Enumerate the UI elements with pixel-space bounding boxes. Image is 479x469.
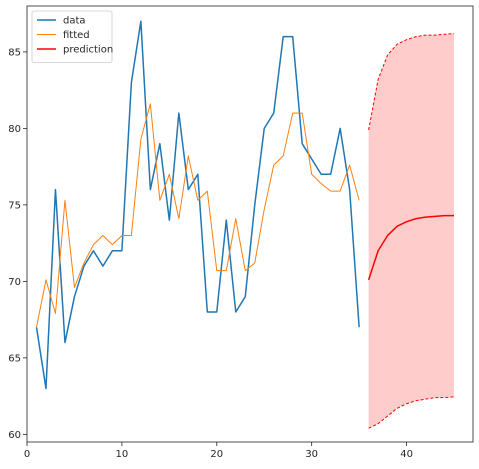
y-tick-label: 75 — [8, 200, 21, 211]
x-tick-label: 20 — [210, 449, 223, 460]
axis-layer: 0 10 20 30 40 60 65 70 75 80 85 — [8, 47, 413, 460]
upper-bound-line — [368, 33, 455, 131]
legend-label-prediction: prediction — [63, 45, 113, 56]
x-tick-label: 10 — [116, 449, 129, 460]
y-tick-label: 85 — [8, 47, 21, 58]
x-tick-label: 40 — [400, 449, 413, 460]
y-tick-label: 60 — [8, 430, 21, 441]
x-tick-label: 30 — [305, 449, 318, 460]
y-tick-label: 70 — [8, 277, 21, 288]
series-line-fitted — [35, 103, 360, 328]
legend: data fitted prediction — [31, 10, 113, 63]
series-layer — [35, 20, 455, 390]
y-tick-label: 80 — [8, 124, 21, 135]
series-line-data — [35, 20, 360, 390]
x-tick-label: 0 — [24, 449, 30, 460]
legend-label-fitted: fitted — [63, 30, 90, 41]
y-tick-label: 65 — [8, 353, 21, 364]
confidence-band — [368, 33, 455, 429]
lower-bound-line — [368, 396, 455, 429]
series-line-prediction — [367, 214, 455, 281]
plot-frame — [26, 5, 474, 443]
legend-label-data: data — [63, 16, 86, 27]
confidence-layer — [368, 33, 455, 429]
